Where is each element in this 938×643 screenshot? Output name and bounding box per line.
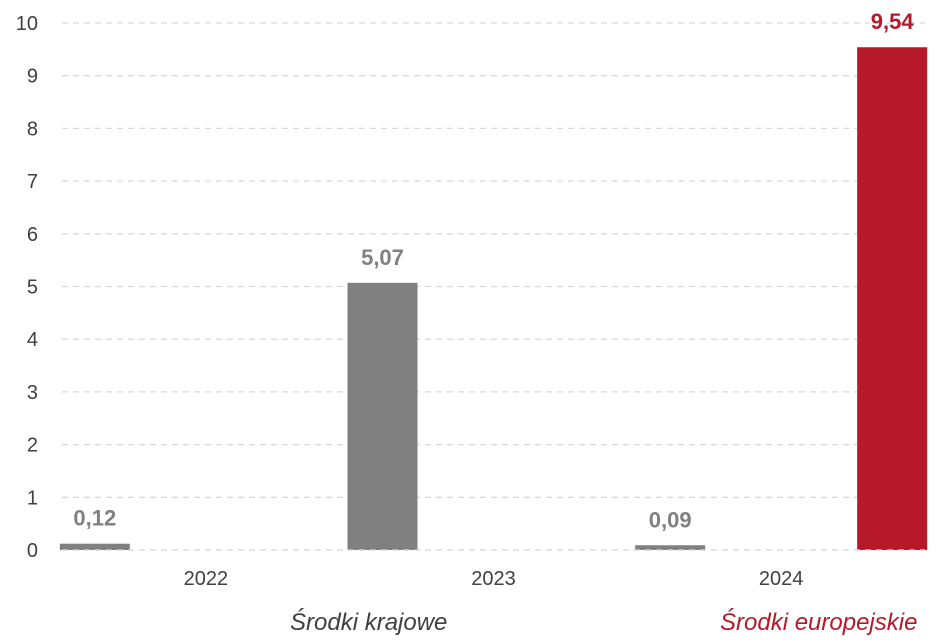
data-label: 0,09	[649, 507, 692, 532]
y-tick-label: 7	[27, 171, 38, 193]
x-tick-label: 2023	[471, 568, 516, 590]
x-tick-label: 2024	[759, 568, 804, 590]
bar	[347, 282, 418, 550]
y-tick-label: 0	[27, 540, 38, 562]
y-tick-label: 10	[16, 13, 38, 35]
bar	[635, 545, 706, 550]
y-tick-label: 2	[27, 435, 38, 457]
y-tick-label: 9	[27, 66, 38, 88]
y-tick-label: 4	[27, 329, 38, 351]
bar	[59, 543, 130, 550]
x-tick-label: 2022	[184, 568, 229, 590]
y-tick-label: 3	[27, 382, 38, 404]
data-label: 5,07	[361, 245, 404, 270]
data-label: 9,54	[871, 9, 915, 34]
bar	[857, 47, 928, 550]
data-label: 0,12	[73, 506, 116, 531]
legend-entry-srodki-europejskie: Środki europejskie	[720, 609, 918, 636]
legend-entry-srodki-krajowe: Środki krajowe	[290, 609, 448, 636]
y-tick-label: 8	[27, 118, 38, 140]
y-tick-label: 6	[27, 224, 38, 246]
y-tick-label: 1	[27, 487, 38, 509]
y-tick-label: 5	[27, 277, 38, 299]
